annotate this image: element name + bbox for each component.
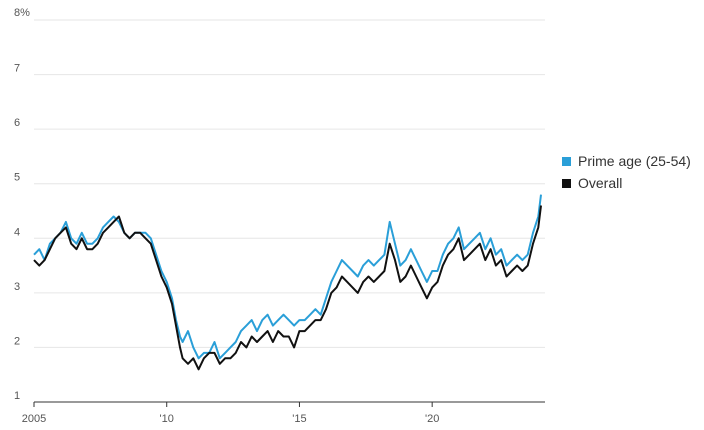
x-tick-label-2020: '20 <box>425 413 439 425</box>
y-tick-label-1: 1 <box>14 390 20 402</box>
y-axis-ticks: 8% 7 6 5 4 3 2 1 <box>14 7 30 402</box>
x-tick-label-2010: '10 <box>160 413 174 425</box>
legend-swatch-overall <box>562 178 571 188</box>
series-line-prime-age <box>33 194 542 360</box>
y-tick-label-5: 5 <box>14 172 20 184</box>
y-tick-label-2: 2 <box>14 335 20 347</box>
legend-label-prime-age: Prime age (25-54) <box>578 153 691 169</box>
gridlines <box>34 19 545 348</box>
y-tick-label-6: 6 <box>14 117 20 129</box>
series-line-overall <box>33 205 542 371</box>
legend-item-prime-age: Prime age (25-54) <box>562 150 691 172</box>
y-tick-label-8: 8% <box>14 7 30 19</box>
y-tick-label-3: 3 <box>14 281 20 293</box>
legend-swatch-prime-age <box>562 156 571 166</box>
legend-label-overall: Overall <box>578 175 623 191</box>
y-tick-label-4: 4 <box>14 226 20 238</box>
y-tick-label-7: 7 <box>14 63 20 75</box>
x-tick-label-2015: '15 <box>292 413 306 425</box>
x-axis: 2005 '10 '15 '20 <box>22 401 545 425</box>
series-lines <box>33 194 542 371</box>
x-tick-label-2005: 2005 <box>22 413 46 425</box>
legend-item-overall: Overall <box>562 172 691 194</box>
legend: Prime age (25-54) Overall <box>562 150 691 194</box>
